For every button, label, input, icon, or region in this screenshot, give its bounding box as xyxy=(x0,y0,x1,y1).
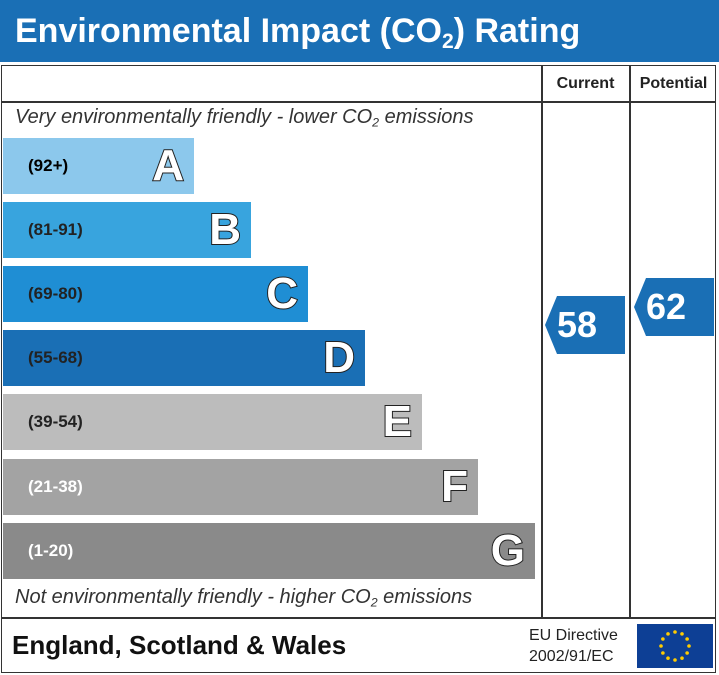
flag-star xyxy=(685,637,689,641)
flag-star xyxy=(666,632,670,636)
band-e-letter: E xyxy=(382,396,413,447)
band-f: (21-38) F xyxy=(3,459,478,515)
band-d-letter: D xyxy=(322,332,356,383)
title-suffix: ) Rating xyxy=(453,12,581,50)
top-note: Very environmentally friendly - lower CO… xyxy=(15,106,474,129)
current-column-header: Current xyxy=(556,75,615,92)
chart-frame xyxy=(1,65,716,673)
band-b-range: (81-91) xyxy=(28,220,83,239)
band-c-letter: C xyxy=(265,268,299,319)
title-prefix: Environmental Impact (CO xyxy=(15,12,442,50)
band-g: (1-20) G xyxy=(3,523,535,579)
flag-star xyxy=(685,651,689,655)
band-b-letter: B xyxy=(208,204,242,255)
region-label: England, Scotland & Wales xyxy=(12,630,347,660)
bottom-note: Not environmentally friendly - higher CO… xyxy=(15,586,472,609)
band-f-range: (21-38) xyxy=(28,477,83,496)
top-note-subscript: 2 xyxy=(372,115,380,130)
page-title: Environmental Impact (CO2) Rating xyxy=(0,0,719,62)
bottom-note-suffix: emissions xyxy=(377,586,473,608)
flag-star xyxy=(680,656,684,660)
eu-directive-line1: EU Directive xyxy=(529,627,618,644)
top-note-prefix: Very environmentally friendly - lower CO xyxy=(15,106,373,128)
current-arrow-shape xyxy=(545,296,625,354)
band-g-range: (1-20) xyxy=(28,541,74,560)
flag-star xyxy=(666,656,670,660)
potential-column-divider xyxy=(629,65,631,618)
band-a-range: (92+) xyxy=(28,156,69,175)
flag-star xyxy=(687,644,691,648)
bottom-note-subscript: 2 xyxy=(370,595,378,610)
band-e-range: (39-54) xyxy=(28,412,83,431)
flag-star xyxy=(661,651,665,655)
band-a-letter: A xyxy=(151,140,185,191)
flag-star xyxy=(673,658,677,662)
band-f-letter: F xyxy=(440,461,469,512)
current-column-divider xyxy=(541,65,543,618)
flag-star xyxy=(659,644,663,648)
band-d-range: (55-68) xyxy=(28,348,83,367)
band-e: (39-54) E xyxy=(3,394,422,450)
eu-directive-line2: 2002/91/EC xyxy=(529,648,614,665)
eu-flag-icon xyxy=(637,624,713,668)
band-g-letter: G xyxy=(490,525,526,576)
band-d: (55-68) D xyxy=(3,330,365,386)
band-c-range: (69-80) xyxy=(28,284,83,303)
bottom-note-prefix: Not environmentally friendly - higher CO xyxy=(15,586,371,608)
header-row-divider xyxy=(1,101,716,103)
potential-arrow-shape xyxy=(634,278,714,336)
flag-star xyxy=(673,630,677,634)
title-subscript: 2 xyxy=(441,29,454,53)
band-b: (81-91) B xyxy=(3,202,251,258)
potential-column-header: Potential xyxy=(639,75,708,92)
band-a: (92+) A xyxy=(3,138,194,194)
top-note-suffix: emissions xyxy=(379,106,474,128)
flag-star xyxy=(680,632,684,636)
flag-star xyxy=(661,637,665,641)
footer-row-divider xyxy=(1,617,716,619)
band-c: (69-80) C xyxy=(3,266,308,322)
